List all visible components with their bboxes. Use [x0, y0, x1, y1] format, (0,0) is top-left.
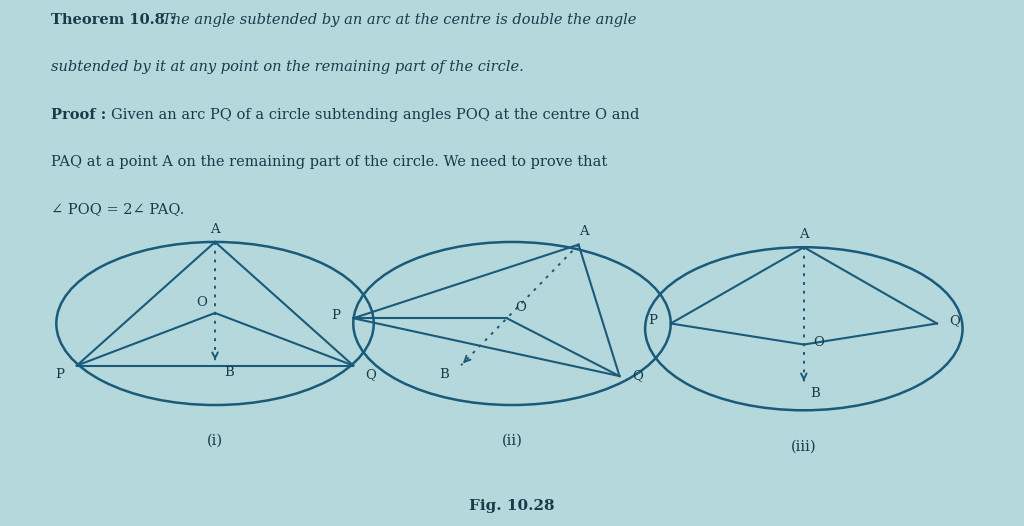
Text: O: O — [813, 337, 824, 349]
Text: The angle subtended by an arc at the centre is double the angle: The angle subtended by an arc at the cen… — [162, 13, 636, 27]
Text: Q: Q — [632, 370, 643, 382]
Text: subtended by it at any point on the remaining part of the circle.: subtended by it at any point on the rema… — [51, 60, 524, 75]
Text: Given an arc PQ of a circle subtending angles POQ at the centre O and: Given an arc PQ of a circle subtending a… — [111, 108, 639, 122]
Text: P: P — [331, 309, 340, 322]
Text: B: B — [439, 368, 449, 381]
Text: P: P — [648, 315, 657, 327]
Text: ∠ POQ = 2∠ PAQ.: ∠ POQ = 2∠ PAQ. — [51, 203, 184, 217]
Text: (ii): (ii) — [502, 434, 522, 448]
Text: P: P — [55, 368, 65, 381]
Text: O: O — [515, 301, 526, 314]
Text: A: A — [579, 225, 589, 238]
Text: Q: Q — [366, 368, 377, 381]
Text: (i): (i) — [207, 434, 223, 448]
Text: Fig. 10.28: Fig. 10.28 — [469, 499, 555, 513]
Text: B: B — [810, 387, 820, 400]
Text: Q: Q — [949, 315, 961, 327]
Text: O: O — [196, 296, 207, 309]
Text: A: A — [799, 228, 809, 241]
Text: PAQ at a point A on the remaining part of the circle. We need to prove that: PAQ at a point A on the remaining part o… — [51, 155, 607, 169]
Text: B: B — [224, 366, 234, 379]
Text: A: A — [210, 222, 220, 236]
Text: Proof :: Proof : — [51, 108, 112, 122]
Text: (iii): (iii) — [791, 439, 817, 453]
Text: Theorem 10.8 :: Theorem 10.8 : — [51, 13, 180, 27]
